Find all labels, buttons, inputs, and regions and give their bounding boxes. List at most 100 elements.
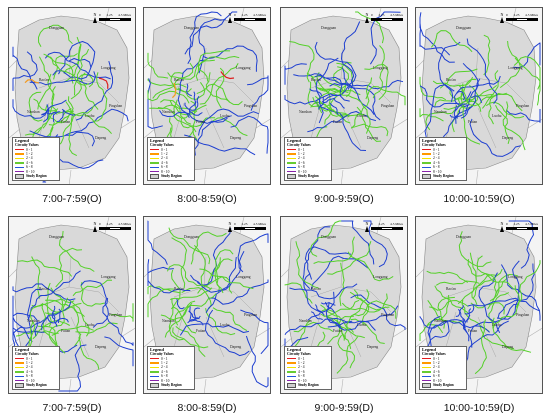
trajectory-blue (454, 75, 501, 107)
trajectory-green (492, 285, 520, 329)
legend-subtitle: Circuity Values (150, 143, 174, 148)
trajectory-green (172, 327, 209, 349)
trajectory-blue (310, 255, 369, 290)
trajectory-green (75, 322, 118, 334)
legend-swatch (15, 153, 24, 155)
trajectory-green (152, 62, 194, 99)
trajectory-green (168, 304, 184, 341)
trajectory-green (17, 259, 72, 277)
trajectory-green (495, 104, 510, 145)
legend-swatch (15, 380, 24, 382)
district-boundaries (38, 47, 120, 149)
legend-label: 6 - 8 (298, 165, 305, 170)
legend-label: 1 - 2 (26, 360, 33, 365)
north-label: N (365, 12, 369, 17)
trajectory-blue (147, 266, 174, 287)
place-label: Dongguan (321, 26, 336, 30)
trajectory-green (502, 101, 526, 151)
legend-swatch (287, 149, 296, 151)
legend-swatch (15, 358, 24, 360)
legend-title: Legend (15, 346, 29, 352)
district-boundaries (310, 256, 392, 358)
trajectory-blue (438, 41, 461, 103)
trajectory-green (419, 108, 444, 122)
legend-swatch (287, 375, 296, 378)
trajectory-blue (508, 220, 534, 269)
place-label: Pingshan (244, 313, 258, 317)
trajectory-red (98, 77, 109, 89)
trajectory-blue (65, 108, 129, 136)
trajectory-blue (245, 335, 269, 388)
trajectory-green (488, 292, 510, 326)
trajectory-blue (41, 316, 48, 331)
trajectory-blue (505, 109, 541, 123)
legend-swatch (150, 157, 159, 160)
legend-label: 6 - 8 (161, 374, 168, 379)
trajectory-blue (466, 38, 498, 104)
legend-label: Study Region (433, 383, 454, 388)
north-arrow-icon: N (93, 221, 97, 232)
legend-item: 1 - 2 (422, 361, 464, 365)
trajectory-blue (55, 317, 69, 323)
scale-label: 4.5 Miles (525, 13, 538, 17)
trajectory-green (205, 72, 230, 103)
legend-label: 0 - 1 (26, 356, 33, 361)
trajectory-blue (429, 319, 490, 340)
place-label: Bao'an (446, 78, 456, 82)
trajectory-blue (56, 109, 65, 123)
trajectory-green (197, 257, 221, 294)
legend-item: 0 - 1 (287, 148, 329, 152)
place-label: Pingshan (109, 104, 123, 108)
scale-bar: 0 2.25 4.5 Miles (506, 13, 538, 22)
map-panel: Dongguan Longgang Pingshan Dapeng Futian Luoh… (415, 216, 543, 394)
map-panel: Dongguan Longgang Pingshan Dapeng Futian Luoh… (143, 7, 271, 185)
legend-item: 4 - 6 (287, 370, 329, 374)
panel-caption: 7:00-7:59(D) (42, 402, 102, 414)
place-label: Luohu (220, 114, 230, 118)
legend-swatch (15, 166, 24, 169)
legend-item: 1 - 2 (287, 361, 329, 365)
legend-item: 6 - 8 (150, 374, 192, 378)
trajectory-blue (419, 316, 470, 342)
trajectory-blue (28, 270, 81, 319)
trajectory-blue (328, 319, 342, 328)
trajectory-green (350, 318, 385, 344)
trajectory-green (429, 300, 469, 311)
trajectory-green (476, 255, 515, 290)
legend-item-study-region: Study Region (287, 174, 329, 179)
scale-bar-graphic (506, 227, 538, 231)
trajectory-green (65, 101, 78, 157)
place-label: Dongguan (456, 26, 471, 30)
trajectory-blue (12, 51, 38, 91)
legend-item-study-region: Study Region (150, 174, 192, 179)
trajectory-blue (456, 91, 465, 101)
trajectory-blue (237, 233, 269, 273)
trajectory-blue (21, 288, 42, 356)
trajectory-green (336, 336, 359, 374)
legend-swatch (422, 362, 431, 364)
trajectory-green (173, 99, 197, 133)
trajectory-blue (455, 62, 479, 124)
scale-label: 0 (371, 222, 373, 226)
trajectory-blue (193, 91, 196, 107)
legend-label: 1 - 2 (433, 360, 440, 365)
legend-swatch (422, 383, 431, 388)
trajectory-green (434, 83, 464, 107)
legend-item: 6 - 8 (150, 165, 192, 169)
place-label: Nanshan (162, 319, 175, 323)
place-label: Nanshan (299, 319, 312, 323)
legend-swatch (422, 174, 431, 179)
trajectory-blue (176, 298, 185, 310)
trajectory-blue (12, 295, 33, 343)
trajectory-green (443, 85, 498, 110)
legend-label: Study Region (433, 174, 454, 179)
trajectory-green (160, 300, 196, 321)
legend-item: 6 - 8 (422, 165, 464, 169)
place-label: Longgang (373, 66, 388, 70)
trajectory-blue (307, 312, 321, 321)
legend-swatch (150, 371, 159, 373)
map-panel: Dongguan Longgang Pingshan Dapeng Futian Luoh… (415, 7, 543, 185)
legend-label: 1 - 2 (161, 151, 168, 156)
